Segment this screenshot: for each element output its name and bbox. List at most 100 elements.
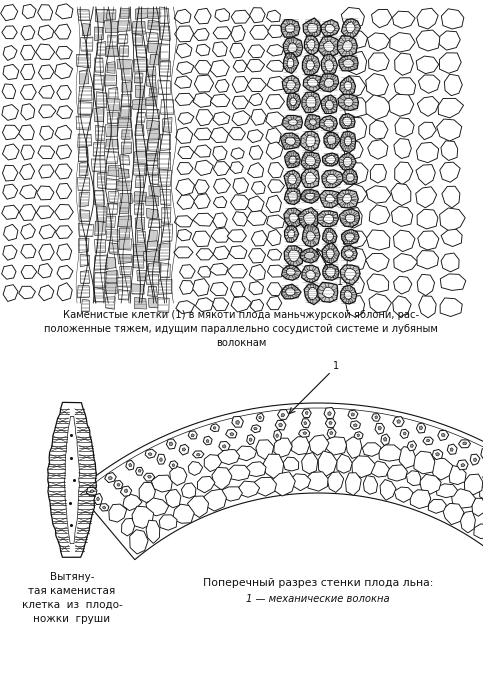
Polygon shape xyxy=(302,92,321,112)
Polygon shape xyxy=(320,191,341,208)
Polygon shape xyxy=(176,43,192,58)
Polygon shape xyxy=(197,454,200,456)
Polygon shape xyxy=(237,446,256,461)
Polygon shape xyxy=(231,148,244,159)
Polygon shape xyxy=(306,270,315,279)
Polygon shape xyxy=(344,269,356,281)
Polygon shape xyxy=(418,75,440,94)
Polygon shape xyxy=(158,80,171,94)
Polygon shape xyxy=(309,119,316,126)
Polygon shape xyxy=(21,265,37,279)
Polygon shape xyxy=(341,76,366,98)
Polygon shape xyxy=(284,225,298,242)
Polygon shape xyxy=(362,443,381,456)
Polygon shape xyxy=(106,258,116,269)
Polygon shape xyxy=(132,506,154,528)
Polygon shape xyxy=(80,271,89,283)
Polygon shape xyxy=(266,60,284,71)
Polygon shape xyxy=(230,433,234,436)
Polygon shape xyxy=(440,53,461,73)
Polygon shape xyxy=(172,463,175,467)
Polygon shape xyxy=(148,43,160,53)
Polygon shape xyxy=(106,10,116,20)
Polygon shape xyxy=(292,436,310,454)
Polygon shape xyxy=(282,265,301,281)
Polygon shape xyxy=(148,130,160,140)
Polygon shape xyxy=(161,262,170,278)
Polygon shape xyxy=(146,110,160,119)
Polygon shape xyxy=(158,297,169,313)
Polygon shape xyxy=(78,223,93,237)
Text: 1 — механические волокна: 1 — механические волокна xyxy=(246,594,390,604)
Polygon shape xyxy=(174,9,191,24)
Polygon shape xyxy=(325,24,335,33)
Polygon shape xyxy=(2,105,18,120)
Polygon shape xyxy=(105,151,118,163)
Polygon shape xyxy=(281,413,285,417)
Polygon shape xyxy=(368,140,388,159)
Polygon shape xyxy=(367,230,390,250)
Text: 1: 1 xyxy=(337,277,343,287)
Polygon shape xyxy=(301,452,318,474)
Polygon shape xyxy=(215,80,229,92)
Polygon shape xyxy=(394,253,418,272)
Polygon shape xyxy=(130,530,148,554)
Polygon shape xyxy=(160,100,173,114)
Polygon shape xyxy=(163,117,172,133)
Polygon shape xyxy=(326,155,336,164)
Polygon shape xyxy=(481,448,483,460)
Polygon shape xyxy=(306,60,314,70)
Polygon shape xyxy=(148,298,158,308)
Polygon shape xyxy=(109,87,118,99)
Polygon shape xyxy=(439,31,460,50)
Polygon shape xyxy=(79,87,92,101)
Polygon shape xyxy=(160,189,171,205)
Polygon shape xyxy=(305,411,308,415)
Polygon shape xyxy=(109,504,127,522)
Polygon shape xyxy=(145,197,159,206)
Polygon shape xyxy=(170,466,187,486)
Polygon shape xyxy=(196,44,210,56)
Polygon shape xyxy=(302,409,311,417)
Polygon shape xyxy=(249,248,266,263)
Polygon shape xyxy=(56,144,71,159)
Polygon shape xyxy=(119,46,128,57)
Polygon shape xyxy=(3,245,17,260)
Polygon shape xyxy=(79,193,89,207)
Polygon shape xyxy=(345,214,355,223)
Polygon shape xyxy=(301,131,320,151)
Polygon shape xyxy=(117,59,132,69)
Polygon shape xyxy=(327,174,337,184)
Polygon shape xyxy=(231,10,250,23)
Polygon shape xyxy=(249,146,263,159)
Polygon shape xyxy=(95,288,105,302)
Polygon shape xyxy=(417,251,439,269)
Polygon shape xyxy=(230,195,250,210)
Polygon shape xyxy=(247,435,255,445)
Polygon shape xyxy=(423,437,433,445)
Polygon shape xyxy=(368,33,390,51)
Polygon shape xyxy=(95,239,105,253)
Polygon shape xyxy=(233,178,249,194)
Polygon shape xyxy=(233,60,247,72)
Polygon shape xyxy=(94,272,108,288)
Polygon shape xyxy=(38,25,54,40)
Polygon shape xyxy=(97,172,107,189)
Polygon shape xyxy=(432,450,443,459)
Polygon shape xyxy=(266,195,282,213)
Polygon shape xyxy=(135,125,144,135)
Polygon shape xyxy=(169,461,178,469)
Polygon shape xyxy=(119,239,132,250)
Polygon shape xyxy=(121,94,131,106)
Polygon shape xyxy=(301,152,320,170)
Polygon shape xyxy=(134,151,146,164)
Polygon shape xyxy=(174,216,193,227)
Polygon shape xyxy=(194,75,213,92)
Polygon shape xyxy=(250,25,270,39)
Polygon shape xyxy=(158,279,172,295)
Polygon shape xyxy=(337,454,352,473)
Polygon shape xyxy=(133,244,146,255)
Polygon shape xyxy=(3,184,18,199)
Polygon shape xyxy=(273,430,282,441)
Polygon shape xyxy=(340,131,355,152)
